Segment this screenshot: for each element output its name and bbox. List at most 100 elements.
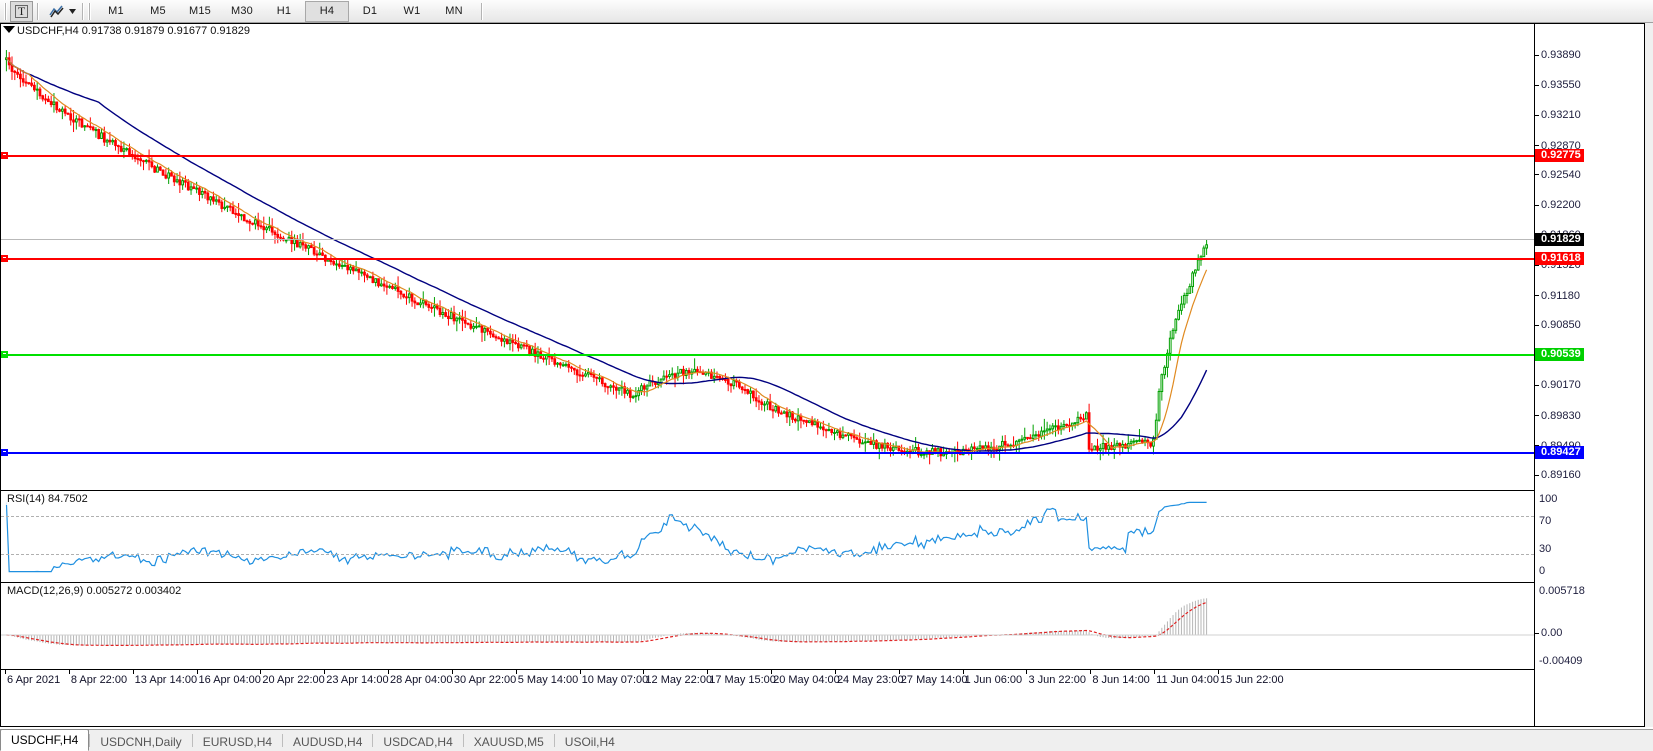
timeframe-group: M1 M5 M15 M30 H1 H4 D1 W1 MN: [95, 0, 475, 22]
tab-usdchf-h4[interactable]: USDCHF,H4: [0, 729, 90, 751]
macd-tick: 0.005718: [1539, 585, 1585, 597]
time-label: 13 Apr 14:00: [134, 674, 198, 686]
price-tick: 0.92200: [1535, 200, 1581, 211]
price-tag-resistance-line[interactable]: 0.92775: [1535, 149, 1584, 162]
time-tick: [1090, 670, 1092, 674]
rsi-tick: 100: [1539, 493, 1558, 505]
chart-frame[interactable]: USDCHF,H4 0.91738 0.91879 0.91677 0.9182…: [0, 23, 1645, 727]
time-tick: [388, 670, 390, 674]
price-tick: 0.92540: [1535, 169, 1581, 181]
candlestick-series: [5, 50, 1208, 465]
level-line-support-green[interactable]: [1, 353, 1534, 356]
tab-eurusd-h4[interactable]: EURUSD,H4: [202, 734, 273, 749]
time-label: 23 Apr 14:00: [326, 674, 389, 686]
toolbar-divider: [37, 2, 39, 20]
tab-audusd-h4[interactable]: AUDUSD,H4: [293, 734, 363, 749]
timeframe-m5[interactable]: M5: [150, 5, 166, 17]
macd-pane[interactable]: MACD(12,26,9) 0.005272 0.003402: [1, 582, 1534, 669]
price-tick: 0.90850: [1535, 319, 1581, 331]
time-tick: [196, 670, 198, 674]
macd-histogram-series: [1, 598, 1534, 646]
price-tag-last-price[interactable]: 0.91829: [1535, 233, 1584, 246]
time-label: 30 Apr 22:00: [453, 674, 517, 686]
time-tick: [324, 670, 326, 674]
tab-usdcad-h4[interactable]: USDCAD,H4: [383, 734, 453, 749]
tab-divider: [89, 734, 91, 747]
timeframe-m1[interactable]: M1: [108, 5, 124, 17]
price-tick: 0.93550: [1535, 80, 1581, 91]
time-tick: [643, 670, 645, 674]
vertical-scrollbar[interactable]: [1645, 23, 1653, 727]
time-label: 28 Apr 04:00: [390, 674, 453, 686]
time-label: 10 May 07:00: [581, 674, 649, 686]
time-tick: [132, 670, 134, 674]
price-tag-support-line[interactable]: 0.89427: [1535, 446, 1584, 460]
rsi-pane[interactable]: RSI(14) 84.7502: [1, 490, 1534, 581]
time-tick: [962, 670, 964, 674]
timeframe-mn[interactable]: MN: [445, 5, 463, 17]
time-tick: [579, 670, 581, 674]
time-tick: [1218, 670, 1219, 674]
price-pane[interactable]: [1, 24, 1534, 488]
timeframe-m30[interactable]: M30: [231, 5, 253, 17]
tab-divider: [462, 734, 464, 747]
time-tick: [515, 670, 517, 674]
time-label: 11 Jun 04:00: [1156, 674, 1219, 686]
time-label: 27 May 14:00: [900, 674, 968, 686]
timeframe-grip[interactable]: [88, 2, 91, 20]
timeframe-h4[interactable]: H4: [305, 0, 349, 22]
chevron-down-icon[interactable]: [67, 2, 78, 21]
macd-tick: 0.00: [1535, 628, 1562, 639]
timeframe-d1[interactable]: D1: [362, 5, 378, 17]
toolbar-grip[interactable]: [4, 2, 7, 20]
timeframe-m15[interactable]: M15: [189, 5, 211, 17]
time-tick: [260, 670, 262, 674]
time-axis[interactable]: 6 Apr 2021 8 Apr 22:00 13 Apr 14:00 16 Apr …: [1, 669, 1534, 690]
price-tick: 0.93890: [1535, 50, 1581, 61]
time-label: 15 Jun 22:00: [1220, 674, 1284, 686]
time-label: 6 Apr 2021: [7, 674, 61, 686]
chart-pointer-icon: [3, 26, 15, 33]
text-cursor-icon[interactable]: T: [10, 0, 33, 22]
price-scale[interactable]: 0.93890 0.93550 0.93210 0.92870 0.92540 0.922…: [1534, 24, 1644, 726]
time-label: 20 Apr 22:00: [262, 674, 325, 686]
price-tag-support-line[interactable]: 0.90539: [1535, 347, 1584, 361]
rsi-label: RSI(14) 84.7502: [5, 493, 90, 505]
tab-divider: [191, 734, 193, 747]
time-tick: [1026, 670, 1028, 674]
level-line-resistance-upper[interactable]: [1, 155, 1534, 157]
time-label: 12 May 22:00: [645, 674, 713, 686]
time-label: 1 Jun 06:00: [964, 674, 1023, 686]
price-tick: 0.90170: [1535, 380, 1581, 391]
timeframe-h1[interactable]: H1: [276, 5, 292, 17]
level-line-resistance-lower[interactable]: [1, 257, 1534, 260]
time-tick: [771, 670, 773, 674]
rsi-tick: 70: [1539, 514, 1552, 527]
tab-divider: [372, 734, 374, 747]
chart-tab-bar: USDCHF,H4 USDCNH,Daily EURUSD,H4 AUDUSD,H4 U…: [0, 729, 1653, 751]
price-tick: 0.92870: [1535, 140, 1581, 152]
rsi-tick: 30: [1539, 543, 1552, 556]
tab-usdcnh-daily[interactable]: USDCNH,Daily: [100, 734, 182, 749]
toolbar-divider-2: [82, 2, 84, 20]
time-label: 8 Jun 14:00: [1092, 674, 1150, 686]
tab-xauusd-m5[interactable]: XAUUSD,M5: [473, 734, 544, 749]
level-line-last-price[interactable]: [1, 239, 1534, 240]
main-toolbar: T M1 M5 M15 M30 H1 H4 D1 W1 MN: [0, 0, 1653, 23]
price-tag-resistance-line[interactable]: 0.91618: [1535, 251, 1584, 265]
timeframe-w1[interactable]: W1: [403, 5, 421, 17]
time-tick: [451, 670, 453, 674]
time-label: 20 May 04:00: [773, 674, 840, 686]
rsi-line-series: [5, 501, 1207, 573]
indicators-icon[interactable]: [46, 2, 67, 21]
tab-usoil-h4[interactable]: USOil,H4: [564, 734, 615, 749]
time-tick: [68, 670, 70, 674]
macd-label: MACD(12,26,9) 0.005272 0.003402: [5, 585, 184, 597]
toolbar-divider-3: [481, 2, 483, 20]
time-label: 17 May 15:00: [709, 674, 776, 686]
time-label: 24 May 23:00: [836, 674, 904, 686]
rsi-level-70: [1, 516, 1534, 517]
price-tick: 0.91520: [1535, 260, 1581, 271]
price-tick: 0.89830: [1535, 410, 1581, 422]
level-line-support-blue[interactable]: [1, 452, 1534, 455]
